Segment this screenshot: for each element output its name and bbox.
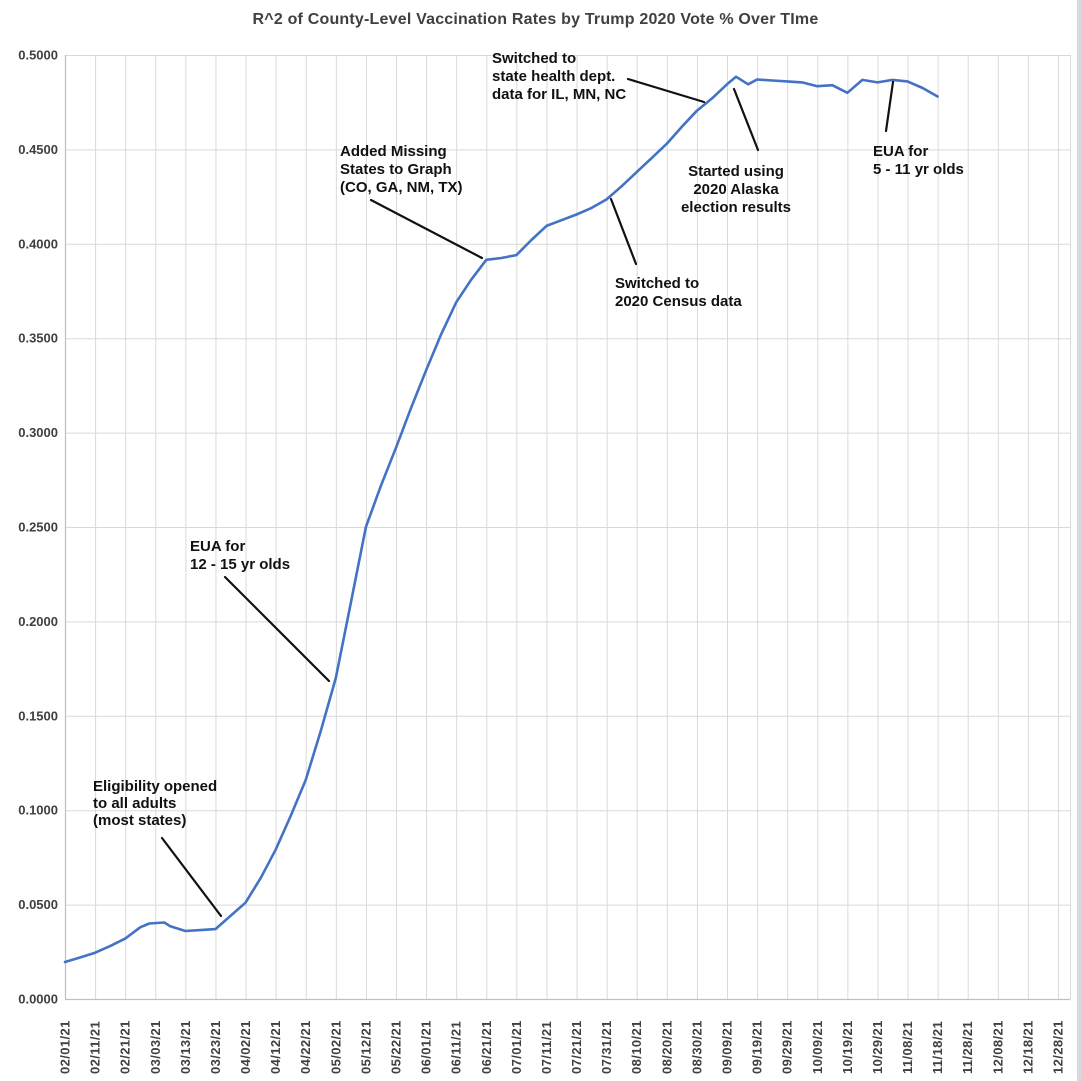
annotation-added-missing-states: Added Missing States to Graph (CO, GA, NM,… (340, 143, 484, 260)
y-tick-label: 0.2000 (18, 614, 58, 629)
x-tick-label: 05/12/21 (358, 1020, 373, 1074)
y-tick-label: 0.3000 (18, 425, 58, 440)
y-tick-label: 0.0000 (18, 992, 58, 1007)
y-tick-label: 0.1000 (18, 803, 58, 818)
x-tick-label: 07/11/21 (539, 1021, 554, 1074)
annotation-label: Eligibility opened to all adults (most sta… (93, 778, 217, 829)
x-tick-label: 07/31/21 (599, 1020, 614, 1074)
y-tick-label: 0.0500 (18, 897, 58, 912)
x-axis-labels: 02/01/21 02/11/21 02/21/21 03/03/21 03/13/21… (58, 1020, 1066, 1074)
annotation-switched-state-health-dept: Switched to state health dept. data for IL… (492, 50, 706, 104)
annotation-label: Switched to 2020 Census data (615, 275, 742, 310)
annotation-alaska-election-results: Started using 2020 Alaska election results (681, 87, 791, 216)
y-tick-label: 0.3500 (18, 331, 58, 346)
y-axis-labels: 0.0000 0.0500 0.1000 0.1500 0.2000 0.2500 0.30… (18, 48, 58, 1007)
x-tick-label: 08/20/21 (659, 1020, 674, 1074)
x-tick-label: 07/01/21 (509, 1020, 524, 1074)
annotation-eua-12-15: EUA for 12 - 15 yr olds (190, 538, 331, 683)
x-tick-label: 03/23/21 (208, 1020, 223, 1074)
x-tick-label: 04/22/21 (298, 1020, 313, 1074)
annotation-pointer-line (160, 836, 223, 918)
x-tick-label: 12/08/21 (990, 1020, 1005, 1074)
x-tick-label: 04/12/21 (268, 1020, 283, 1074)
x-tick-label: 11/28/21 (960, 1021, 975, 1074)
x-tick-label: 07/21/21 (569, 1020, 584, 1074)
x-tick-label: 11/18/21 (930, 1021, 945, 1074)
x-tick-label: 10/29/21 (870, 1020, 885, 1074)
r2-series-line (63, 75, 939, 964)
annotation-label: Switched to state health dept. data for IL… (492, 50, 626, 103)
annotation-eligibility-all-adults: Eligibility opened to all adults (most sta… (93, 778, 223, 918)
annotation-eua-5-11: EUA for 5 - 11 yr olds (873, 80, 964, 178)
x-tick-label: 09/19/21 (750, 1020, 765, 1074)
x-tick-label: 11/08/21 (900, 1021, 915, 1074)
x-tick-label: 10/19/21 (840, 1020, 855, 1074)
annotation-pointer-line (609, 197, 638, 266)
y-tick-label: 0.2500 (18, 520, 58, 535)
x-tick-label: 02/11/21 (88, 1021, 103, 1074)
annotation-pointer-line (884, 80, 895, 133)
annotation-switched-census: Switched to 2020 Census data (609, 197, 742, 310)
y-tick-label: 0.4000 (18, 236, 58, 251)
x-tick-label: 12/28/21 (1051, 1020, 1066, 1074)
y-tick-label: 0.1500 (18, 708, 58, 723)
annotation-pointer-line (369, 198, 484, 260)
window-edge-strip (1077, 0, 1081, 1081)
x-tick-label: 05/02/21 (328, 1020, 343, 1074)
y-tick-label: 0.5000 (18, 48, 58, 63)
x-tick-label: 08/10/21 (629, 1020, 644, 1074)
annotation-pointer-line (732, 87, 760, 152)
grid (64, 55, 1071, 1001)
x-tick-label: 02/01/21 (58, 1020, 73, 1074)
y-tick-label: 0.4500 (18, 142, 58, 157)
annotation-label: Started using 2020 Alaska election results (681, 163, 791, 216)
x-tick-label: 09/29/21 (780, 1020, 795, 1074)
x-tick-label: 03/03/21 (148, 1020, 163, 1074)
annotation-label: EUA for 12 - 15 yr olds (190, 538, 290, 573)
x-tick-label: 09/09/21 (720, 1020, 735, 1074)
annotation-label: Added Missing States to Graph (CO, GA, NM,… (340, 143, 463, 196)
x-tick-label: 02/21/21 (118, 1020, 133, 1074)
x-tick-label: 08/30/21 (689, 1020, 704, 1074)
x-tick-label: 06/21/21 (479, 1020, 494, 1074)
chart-title: R^2 of County-Level Vaccination Rates by… (252, 11, 819, 28)
annotation-pointer-line (223, 575, 331, 683)
annotation-label: EUA for 5 - 11 yr olds (873, 143, 964, 178)
x-tick-label: 04/02/21 (238, 1020, 253, 1074)
x-tick-label: 06/11/21 (449, 1021, 464, 1074)
x-tick-label: 10/09/21 (810, 1020, 825, 1074)
x-tick-label: 12/18/21 (1020, 1020, 1035, 1074)
x-tick-label: 03/13/21 (178, 1020, 193, 1074)
annotation-pointer-line (626, 77, 706, 104)
x-tick-label: 06/01/21 (419, 1020, 434, 1074)
x-tick-label: 05/22/21 (389, 1020, 404, 1074)
